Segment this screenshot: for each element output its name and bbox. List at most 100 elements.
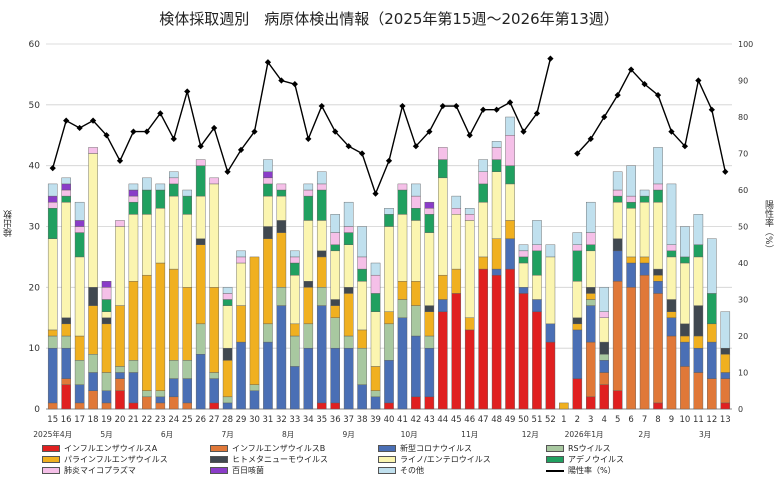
positivity-point [385, 157, 393, 164]
bar-segment [128, 195, 139, 203]
legend-item: RSウイルス [546, 443, 611, 454]
bar-segment [666, 335, 677, 410]
legend-swatch [210, 467, 228, 474]
legend-label: 新型コロナウイルス [400, 444, 472, 453]
bar-segment [47, 238, 58, 331]
bar-segment [88, 147, 98, 154]
positivity-point [130, 128, 137, 135]
x-tick-label: 1 [561, 415, 566, 425]
positivity-point [493, 106, 500, 113]
bar-segment [209, 372, 219, 379]
bar-segment [263, 238, 273, 325]
bar-segment [505, 238, 515, 270]
bar-segment [612, 238, 623, 252]
bar-segment [572, 378, 583, 410]
bar-segment [585, 250, 596, 288]
bar-segment [680, 262, 690, 325]
bar-segment [74, 335, 85, 361]
bar-segment [626, 287, 636, 410]
bar-segment [424, 396, 435, 410]
bar-segment [693, 335, 704, 349]
bar-segment [639, 262, 650, 276]
bar-segment [384, 323, 394, 361]
bar-segment [438, 147, 448, 160]
x-tick-label: 20 [115, 415, 126, 425]
legend-label: ヒトメタニューモウイルス [232, 455, 328, 464]
bar-segment [195, 195, 206, 239]
bar-segment [115, 372, 125, 379]
bar-segment [693, 256, 704, 306]
bar-segment [424, 214, 435, 233]
bar-segment [88, 287, 98, 306]
x-tick-label: 18 [88, 415, 99, 425]
bar-segment [451, 195, 462, 209]
y2-tick-label: 0 [738, 405, 743, 414]
bar-segment [680, 366, 690, 410]
bar-segment [370, 262, 381, 276]
bar-segment [128, 214, 139, 282]
bar-segment [478, 183, 488, 203]
y2-tick-label: 80 [738, 113, 748, 122]
bar-segment [169, 378, 179, 398]
bar-segment [357, 329, 367, 349]
x-tick-label: 10 [680, 415, 691, 425]
positivity-point [76, 124, 83, 132]
bar-segment [316, 305, 327, 404]
bar-segment [142, 177, 152, 191]
positivity-line [52, 58, 552, 196]
bar-segment [222, 360, 233, 398]
y2-tick-label: 90 [738, 77, 748, 86]
bar-segment [451, 214, 462, 270]
bar-segment [316, 220, 327, 252]
bar-segment [276, 220, 287, 233]
y2-tick-label: 40 [738, 259, 748, 268]
bar-segment [276, 232, 287, 288]
bar-segment [384, 402, 394, 410]
bar-segment [424, 335, 435, 349]
x-tick-label: 17 [74, 415, 85, 425]
bar-segment [478, 171, 488, 185]
bar-segment [438, 299, 448, 312]
legend-swatch [42, 467, 60, 474]
bar-segment [276, 189, 287, 197]
bar-segment [47, 402, 58, 410]
bar-segment [290, 274, 300, 325]
legend-label: RSウイルス [568, 444, 611, 453]
legend-swatch [546, 445, 564, 452]
x-tick-label: 38 [357, 415, 368, 425]
bar-segment [666, 250, 677, 258]
bar-segment [128, 281, 139, 361]
bar-segment [74, 201, 85, 221]
bar-segment [47, 201, 58, 209]
bar-segment [236, 341, 246, 410]
bar-segment [612, 250, 623, 282]
y2-tick-label: 100 [738, 40, 753, 49]
bar-segment [101, 317, 112, 325]
bar-segment [653, 281, 663, 294]
bar-segment [384, 214, 394, 227]
x-tick-label: 4 [602, 415, 607, 425]
bar-segment [47, 347, 58, 404]
chart-title: 検体採取週別 病原体検出情報（2025年第15週～2026年第13週） [159, 10, 619, 28]
bar-segment [505, 165, 515, 185]
bar-segment [195, 323, 206, 355]
x-tick-label: 40 [384, 415, 395, 425]
bar-segment [545, 244, 556, 258]
bar-segment [370, 396, 381, 410]
bar-segment [532, 311, 542, 410]
bar-segment [88, 390, 98, 410]
bar-segment [222, 287, 233, 294]
bar-segment [290, 366, 300, 410]
bar-segment [612, 281, 623, 391]
bar-segment [249, 256, 260, 385]
bar-segment [209, 287, 219, 373]
y-tick-label: 40 [29, 162, 41, 172]
legend-swatch [210, 445, 228, 452]
bar-segment [707, 323, 717, 343]
bar-segment [330, 232, 340, 245]
bar-segment [263, 183, 273, 197]
bar-segment [653, 402, 663, 410]
bar-segment [155, 183, 166, 191]
legend-label: インフルエンザウイルスA [64, 444, 158, 453]
bar-segment [316, 256, 327, 288]
